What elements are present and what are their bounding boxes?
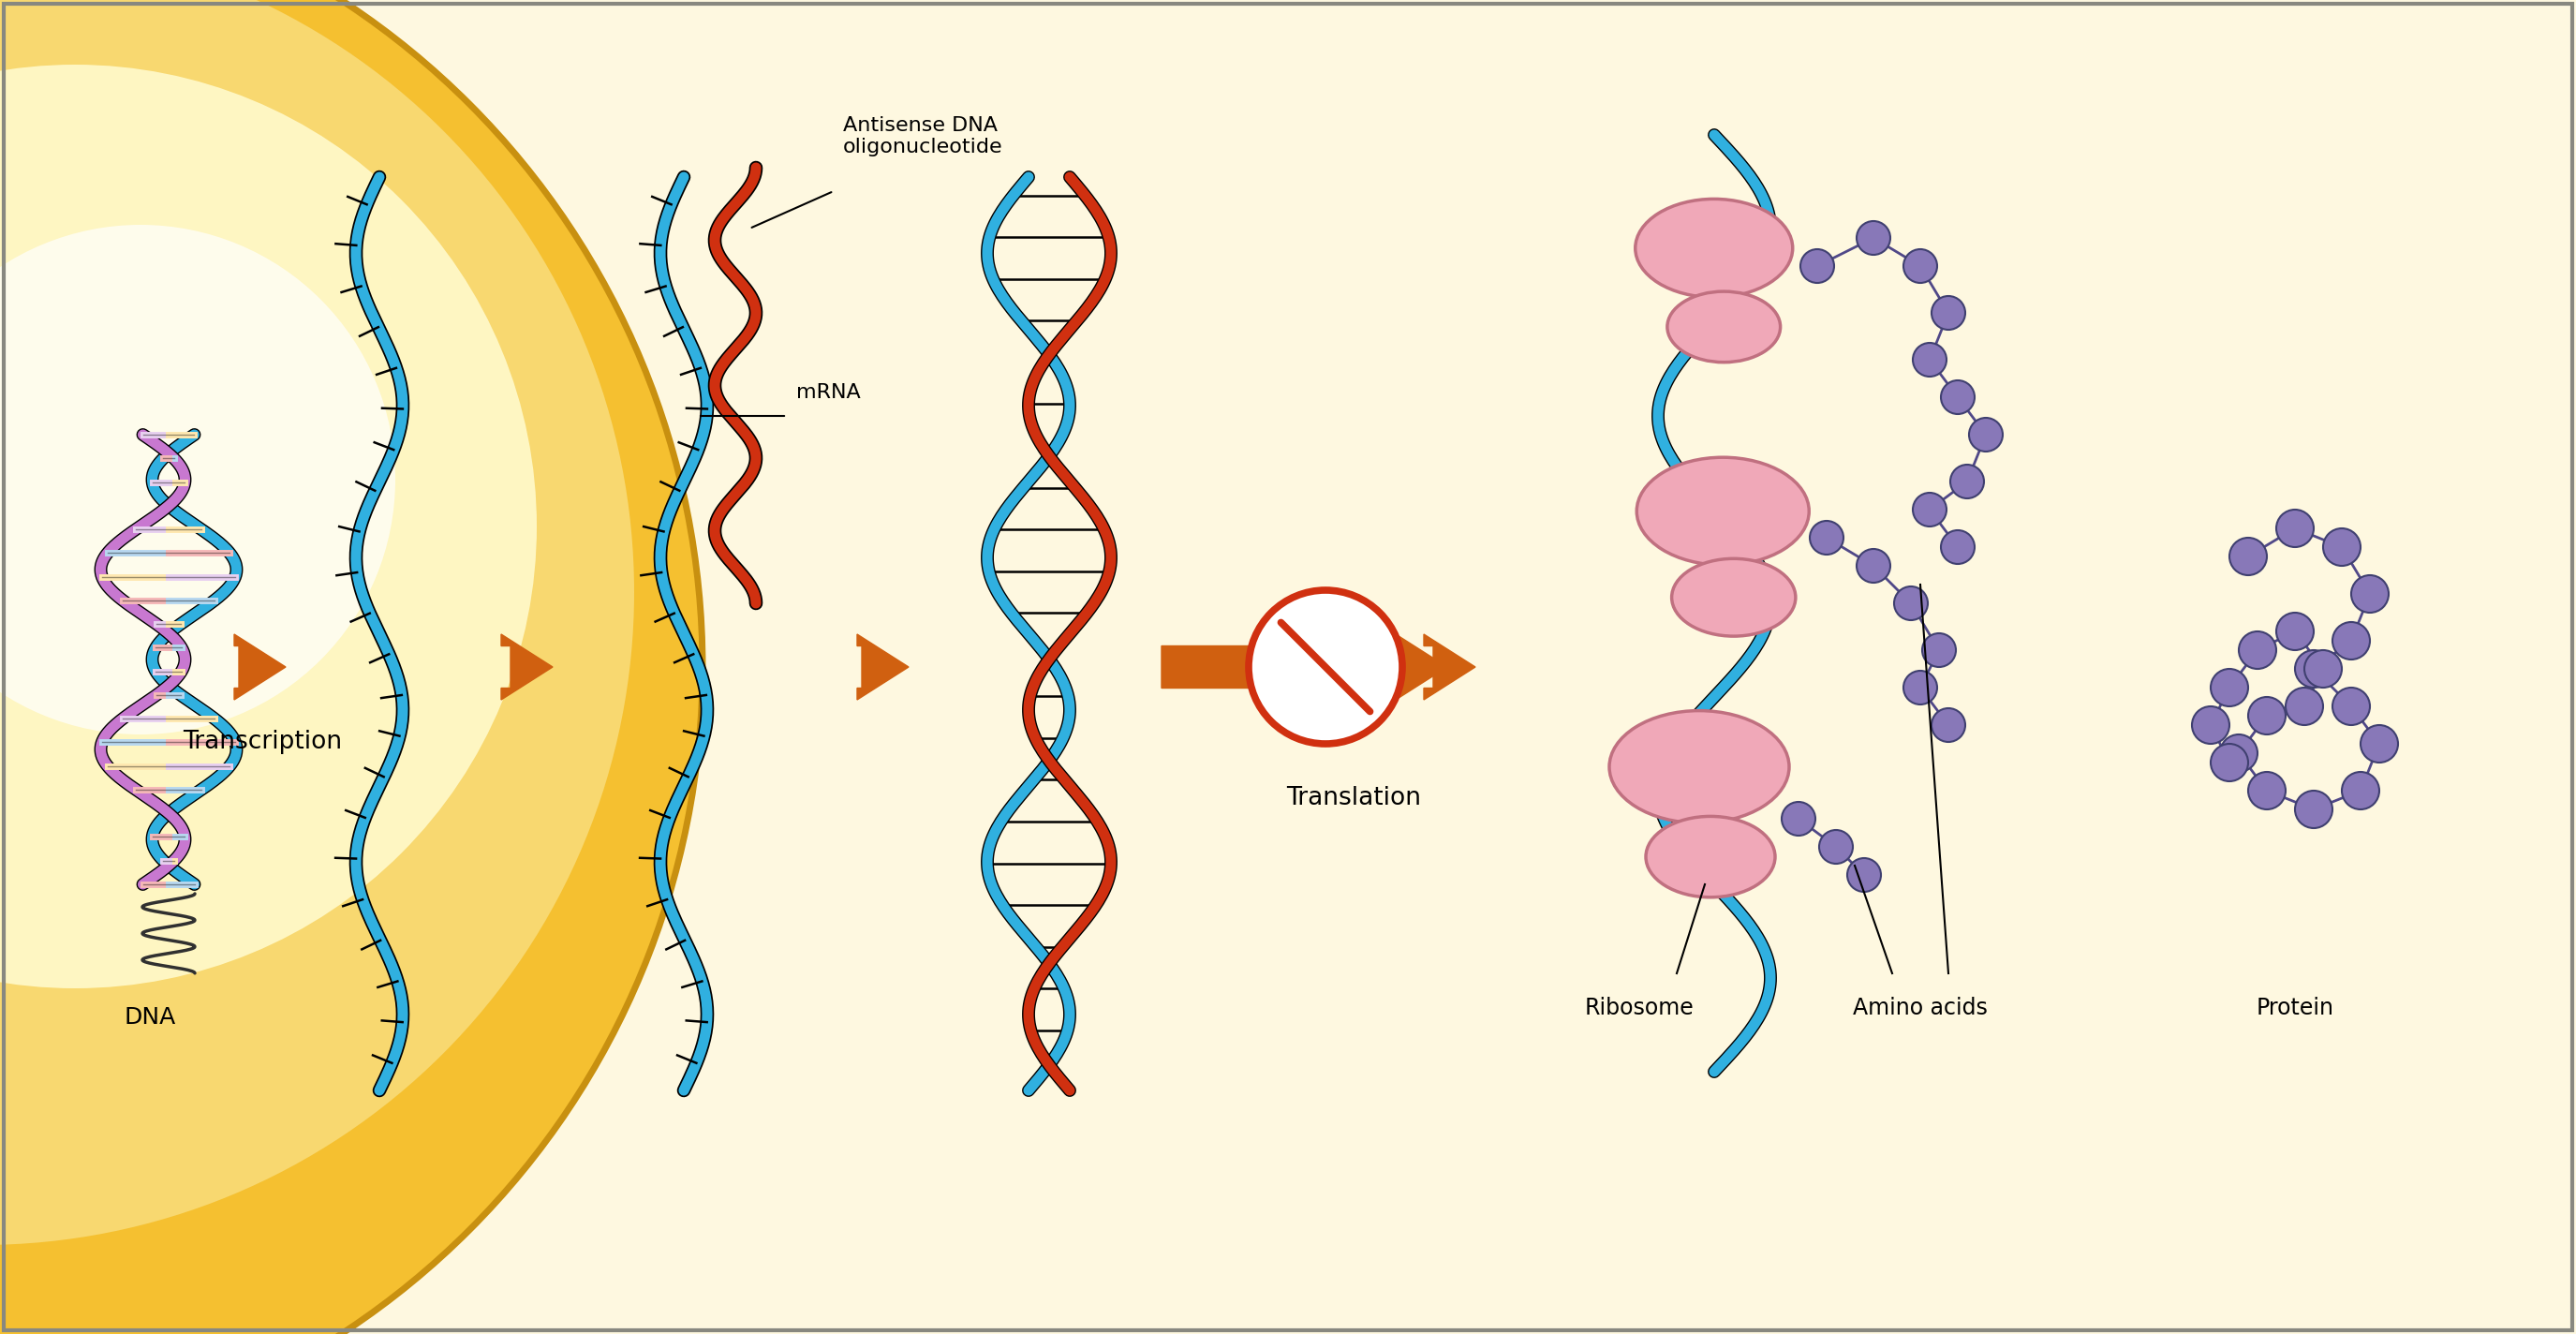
Circle shape (2360, 726, 2398, 763)
Ellipse shape (1636, 458, 1808, 566)
Text: Ribosome: Ribosome (1584, 996, 1695, 1019)
Circle shape (0, 225, 394, 735)
Circle shape (2306, 650, 2342, 687)
Circle shape (2277, 612, 2313, 650)
Circle shape (0, 0, 703, 1334)
Circle shape (2228, 538, 2267, 575)
Text: DNA: DNA (124, 1006, 175, 1029)
Circle shape (1914, 343, 1947, 376)
FancyArrow shape (502, 634, 554, 700)
Circle shape (1914, 492, 1947, 527)
Text: Antisense DNA
oligonucleotide: Antisense DNA oligonucleotide (842, 116, 1002, 156)
Circle shape (2249, 772, 2285, 810)
Circle shape (1819, 830, 1852, 863)
Text: mRNA: mRNA (796, 383, 860, 402)
Circle shape (1922, 634, 1955, 667)
Circle shape (2331, 622, 2370, 659)
Circle shape (1904, 249, 1937, 283)
Ellipse shape (1667, 291, 1780, 363)
Text: Amino acids: Amino acids (1852, 996, 1989, 1019)
Circle shape (1893, 587, 1927, 620)
Circle shape (1950, 464, 1984, 499)
Circle shape (2192, 706, 2228, 744)
Circle shape (1940, 530, 1976, 564)
Circle shape (1857, 550, 1891, 583)
FancyArrow shape (1162, 634, 1448, 700)
Circle shape (2210, 668, 2249, 706)
Circle shape (0, 0, 634, 1245)
Circle shape (2277, 510, 2313, 547)
Circle shape (1801, 249, 1834, 283)
Circle shape (2342, 772, 2380, 810)
Ellipse shape (1646, 816, 1775, 898)
Circle shape (2239, 631, 2277, 668)
Ellipse shape (1672, 559, 1795, 636)
Text: Protein: Protein (2257, 996, 2334, 1019)
FancyArrow shape (1425, 634, 1476, 700)
Circle shape (1932, 708, 1965, 742)
Text: Transcription: Transcription (183, 730, 343, 754)
Circle shape (1940, 380, 1976, 414)
Circle shape (2210, 744, 2249, 782)
Circle shape (2249, 696, 2285, 735)
Circle shape (1249, 590, 1401, 744)
Circle shape (0, 64, 536, 988)
Circle shape (1968, 418, 2002, 451)
Text: Translation: Translation (1285, 786, 1422, 810)
Circle shape (2285, 687, 2324, 726)
Circle shape (2352, 575, 2388, 612)
FancyArrow shape (858, 634, 909, 700)
Circle shape (2295, 791, 2331, 828)
Circle shape (1932, 296, 1965, 329)
Circle shape (1904, 671, 1937, 704)
Circle shape (1783, 802, 1816, 835)
Circle shape (2221, 735, 2257, 772)
Circle shape (2324, 528, 2360, 566)
Circle shape (1857, 221, 1891, 255)
Circle shape (2331, 687, 2370, 726)
Circle shape (2295, 650, 2331, 687)
Ellipse shape (1610, 711, 1790, 823)
Ellipse shape (1636, 199, 1793, 297)
FancyArrow shape (234, 634, 286, 700)
Circle shape (1811, 520, 1844, 555)
Circle shape (1847, 858, 1880, 892)
